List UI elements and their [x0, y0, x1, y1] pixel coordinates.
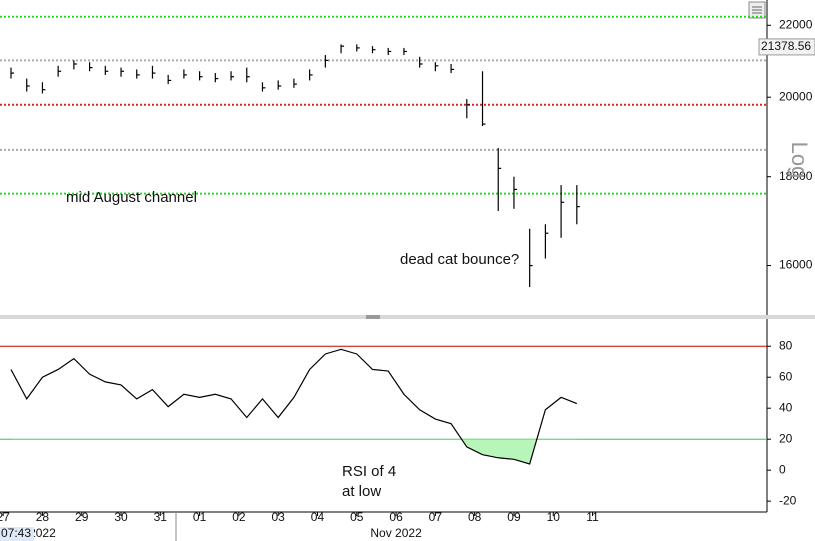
month-label: Nov 2022: [370, 526, 422, 540]
x-tick-label: 09: [507, 510, 521, 524]
x-tick-label: 29: [75, 510, 89, 524]
y-tick-label: 22000: [779, 17, 813, 31]
x-tick-label: 06: [389, 510, 403, 524]
x-tick-label: 11: [586, 510, 599, 524]
panel-icon[interactable]: [748, 1, 766, 19]
oversold-fill: [11, 439, 577, 464]
y-tick-label: -20: [779, 493, 797, 507]
x-tick-label: 03: [272, 510, 286, 524]
annotation: dead cat bounce?: [400, 251, 519, 268]
month-label: 2022: [29, 526, 56, 540]
x-tick-label: 07: [429, 510, 443, 524]
annotation: mid August channel: [66, 189, 197, 206]
annotation: at low: [342, 483, 381, 500]
y-tick-label: 40: [779, 400, 793, 414]
x-tick-label: 05: [350, 510, 364, 524]
x-tick-label: 10: [547, 510, 561, 524]
x-tick-label: 01: [193, 510, 207, 524]
y-tick-label: 16000: [779, 258, 813, 272]
last-price-box: [758, 38, 815, 56]
y-tick-label: 0: [779, 462, 786, 476]
y-tick-label: 20000: [779, 89, 813, 103]
x-tick-label: 08: [468, 510, 482, 524]
x-tick-label: 27: [0, 510, 10, 524]
separator-handle[interactable]: [366, 315, 380, 319]
time-box: [0, 527, 34, 541]
last-price-label: 21378.56: [761, 39, 811, 53]
y-tick-label: 80: [779, 338, 793, 352]
x-tick-label: 04: [311, 510, 325, 524]
x-tick-label: 30: [114, 510, 128, 524]
y-tick-label: 20: [779, 431, 793, 445]
rsi-line: [10, 348, 578, 465]
x-tick-label: 02: [232, 510, 246, 524]
y-tick-label: 18000: [779, 169, 813, 183]
panel-separator: [0, 315, 815, 319]
time-label: 07:43: [1, 526, 31, 540]
scale-label: Log: [787, 142, 812, 179]
x-tick-label: 31: [154, 510, 168, 524]
x-tick-label: 28: [36, 510, 50, 524]
y-tick-label: 60: [779, 369, 793, 383]
annotation: RSI of 4: [342, 463, 396, 480]
